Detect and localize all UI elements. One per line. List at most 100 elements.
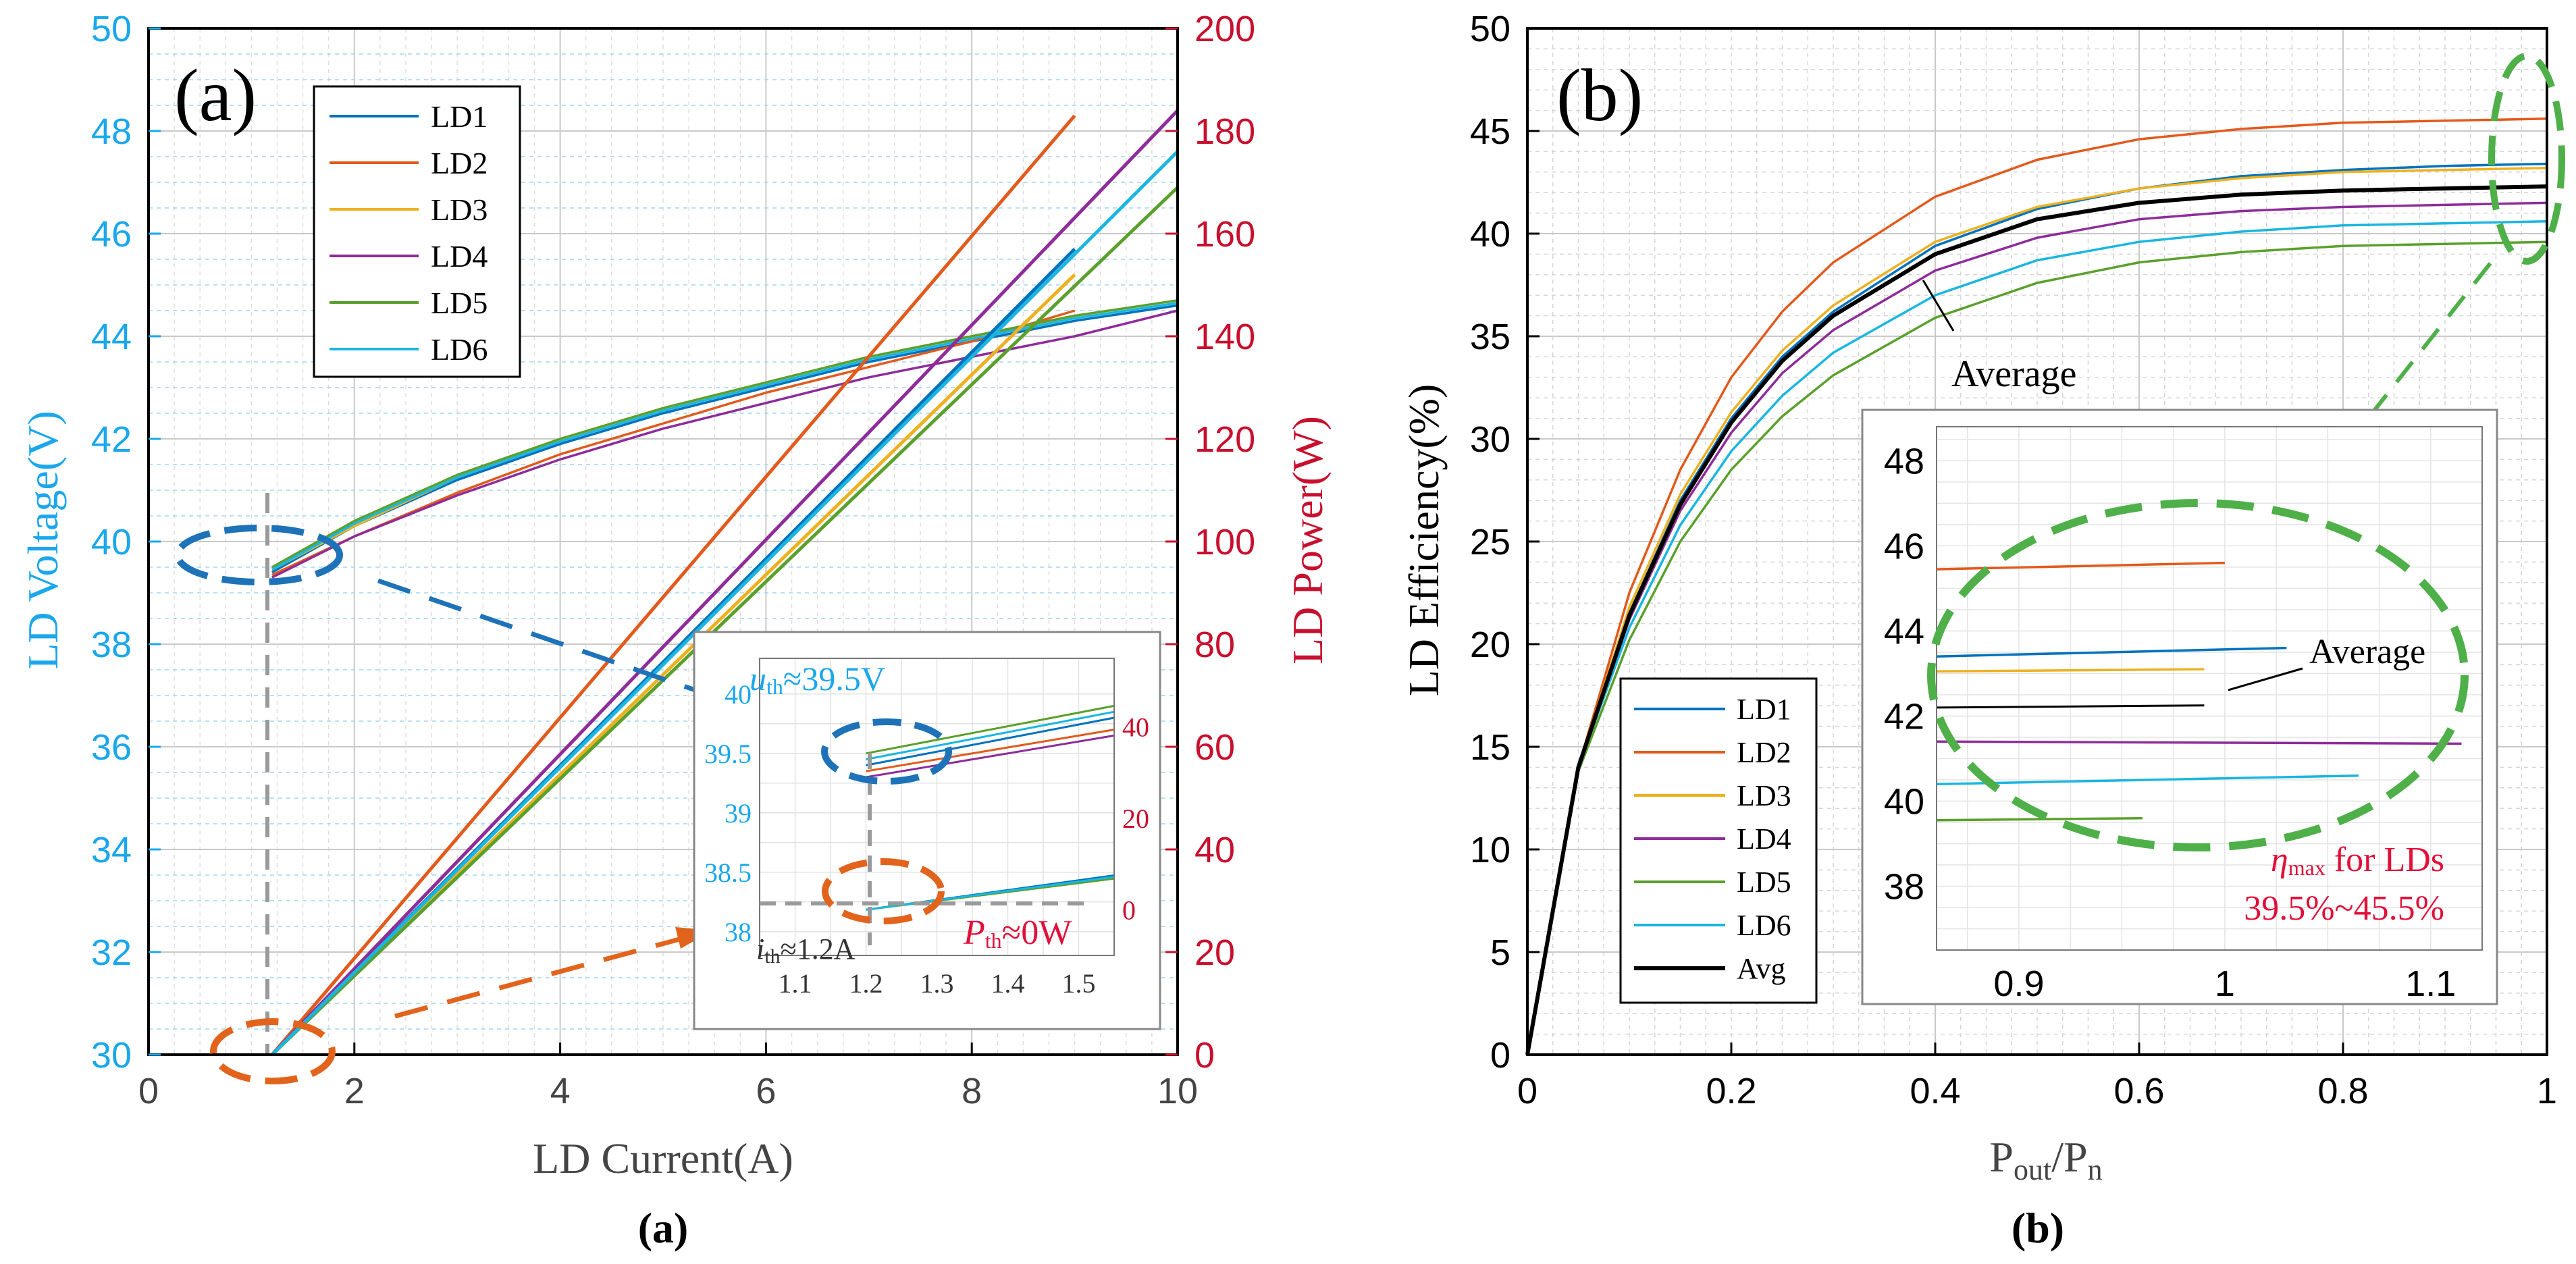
inset-y-left-tick-label: 40	[725, 679, 752, 710]
inset-y-right-tick-label: 20	[1122, 804, 1149, 834]
y-left-tick-label: 46	[91, 214, 132, 255]
legend-label-ld5: LD5	[1737, 866, 1791, 899]
legend-label-ld3: LD3	[1737, 779, 1791, 812]
panel-a-label: (a)	[174, 54, 257, 136]
inset-line-avg	[1936, 704, 2205, 709]
y-tick-label: 35	[1470, 317, 1510, 357]
inset-voltage-line-ld1	[866, 716, 1115, 766]
series-line-ld5-power	[271, 186, 1179, 1056]
y-tick-label: 30	[1470, 419, 1510, 460]
y-tick-label: 15	[1470, 727, 1510, 768]
series-line-ld4-power	[271, 109, 1179, 1056]
legend-label-avg: Avg	[1737, 952, 1786, 985]
x-tick-label: 0	[1517, 1071, 1537, 1111]
panel-a-inset: 1.1 1.2 1.3 1.4 1.5 38 38.5 39 39.5 40 0 20 40 uth≈3…	[693, 631, 1161, 1030]
y-tick-label: 45	[1470, 111, 1510, 152]
y-left-tick-label: 48	[91, 111, 132, 152]
inset-x-tick-label: 1.5	[1062, 968, 1096, 999]
inset-power-line-ld6	[866, 876, 1115, 911]
panel-b-inset: 0.9 1 1.1 38 40 42 44 46 48 Average ηmax for LDs…	[1861, 409, 2498, 1005]
inset-x-tick-label: 1.4	[991, 968, 1025, 999]
y-right-tick-label: 60	[1194, 727, 1235, 768]
legend-label-ld2: LD2	[1737, 736, 1791, 769]
x-tick-label: 0.8	[2317, 1071, 2368, 1111]
y-right-tick-label: 80	[1194, 625, 1235, 665]
voltage-threshold-marker	[174, 525, 343, 585]
x-tick-label: 0.2	[1706, 1071, 1756, 1111]
panel-a: 0 2 4 6 8 10303234363840424446485002040608010…	[19, 9, 1332, 1252]
inset-voltage-line-ld2	[866, 729, 1115, 772]
series-line-ld6-power	[271, 150, 1179, 1056]
panel-b-inset-frame	[1936, 426, 2483, 951]
panel-a-inset-frame	[759, 658, 1115, 956]
series-line-ld5	[1526, 240, 2548, 1055]
y-left-tick-label: 40	[91, 522, 132, 562]
panel-a-right-axis-label: LD Power(W)	[1284, 416, 1332, 664]
panel-b-lines	[1525, 117, 2548, 1055]
inset-voltage-line-ld5	[866, 704, 1115, 755]
inset-i-threshold-label: ith≈1.2A	[756, 932, 856, 968]
x-tick-label: 2	[344, 1071, 365, 1111]
inset-voltage-line-ld4	[866, 734, 1115, 779]
y-right-tick-label: 0	[1194, 1035, 1215, 1076]
legend-label-ld6: LD6	[1737, 909, 1791, 942]
inset-y-tick-label: 42	[1884, 696, 1924, 737]
inset-max-efficiency-marker	[1927, 499, 2469, 851]
max-efficiency-zoom-arrow	[2307, 262, 2492, 494]
y-left-tick-label: 30	[91, 1035, 132, 1076]
inset-average-callout-line	[2228, 667, 2303, 691]
y-left-tick-label: 32	[91, 932, 132, 973]
legend-label-ld6: LD6	[431, 332, 488, 367]
y-right-tick-label: 140	[1194, 317, 1255, 357]
y-right-tick-label: 200	[1194, 9, 1255, 49]
panel-a-inset-box	[693, 631, 1161, 1030]
legend-label-ld1: LD1	[431, 99, 488, 134]
inset-y-tick-label: 48	[1884, 441, 1924, 481]
y-left-tick-label: 42	[91, 419, 132, 460]
inset-u-threshold-label: uth≈39.5V	[750, 660, 885, 699]
x-tick-label: 8	[962, 1071, 982, 1111]
average-callout-label: Average	[1951, 353, 2077, 395]
caption-b: (b)	[2012, 1204, 2064, 1252]
inset-voltage-marker	[821, 718, 952, 785]
power-threshold-marker	[210, 1018, 336, 1084]
panel-b-x-axis-label: Pout/Pn	[1989, 1133, 2102, 1186]
inset-line-ld6	[1936, 774, 2359, 786]
inset-x-tick-label: 1.1	[2405, 964, 2456, 1004]
inset-line-ld4	[1936, 740, 2462, 745]
series-line-ld6-voltage	[271, 301, 1178, 571]
panel-a-left-axis-label: LD Voltage(V)	[19, 411, 67, 669]
inset-y-tick-label: 40	[1884, 781, 1924, 822]
inset-y-tick-label: 44	[1884, 611, 1924, 652]
panel-b-y-axis-label: LD Efficiency(%)	[1400, 384, 1448, 697]
inset-x-tick-label: 1	[2215, 964, 2235, 1004]
inset-x-tick-label: 1.1	[779, 968, 812, 999]
inset-line-ld5	[1936, 816, 2143, 822]
y-right-tick-label: 20	[1194, 932, 1235, 973]
x-tick-label: 4	[550, 1071, 571, 1111]
inset-y-tick-label: 38	[1884, 866, 1924, 907]
legend-label-ld5: LD5	[431, 286, 488, 320]
x-tick-label: 6	[756, 1071, 776, 1111]
series-line-ld2-power	[270, 114, 1076, 1056]
series-line-avg	[1525, 184, 2548, 1055]
series-line-ld6	[1526, 220, 2548, 1055]
inset-x-tick-label: 1.3	[920, 968, 954, 999]
max-efficiency-marker	[2488, 53, 2565, 265]
y-right-tick-label: 160	[1194, 214, 1255, 255]
panel-a-legend-box	[313, 85, 521, 378]
inset-voltage-line-ld6	[866, 710, 1115, 761]
legend-label-ld2: LD2	[431, 146, 488, 180]
inset-y-left-tick-label: 39.5	[704, 739, 752, 769]
inset-average-label: Average	[2309, 633, 2425, 671]
y-tick-label: 20	[1470, 625, 1510, 665]
legend-label-ld4: LD4	[1737, 822, 1791, 855]
average-callout-line	[1922, 280, 1955, 332]
inset-y-left-tick-label: 39	[725, 798, 752, 828]
x-tick-label: 0	[138, 1071, 159, 1111]
y-right-tick-label: 40	[1194, 830, 1235, 870]
y-tick-label: 25	[1470, 522, 1510, 562]
caption-a: (a)	[638, 1204, 689, 1252]
panel-b-label: (b)	[1556, 54, 1643, 136]
